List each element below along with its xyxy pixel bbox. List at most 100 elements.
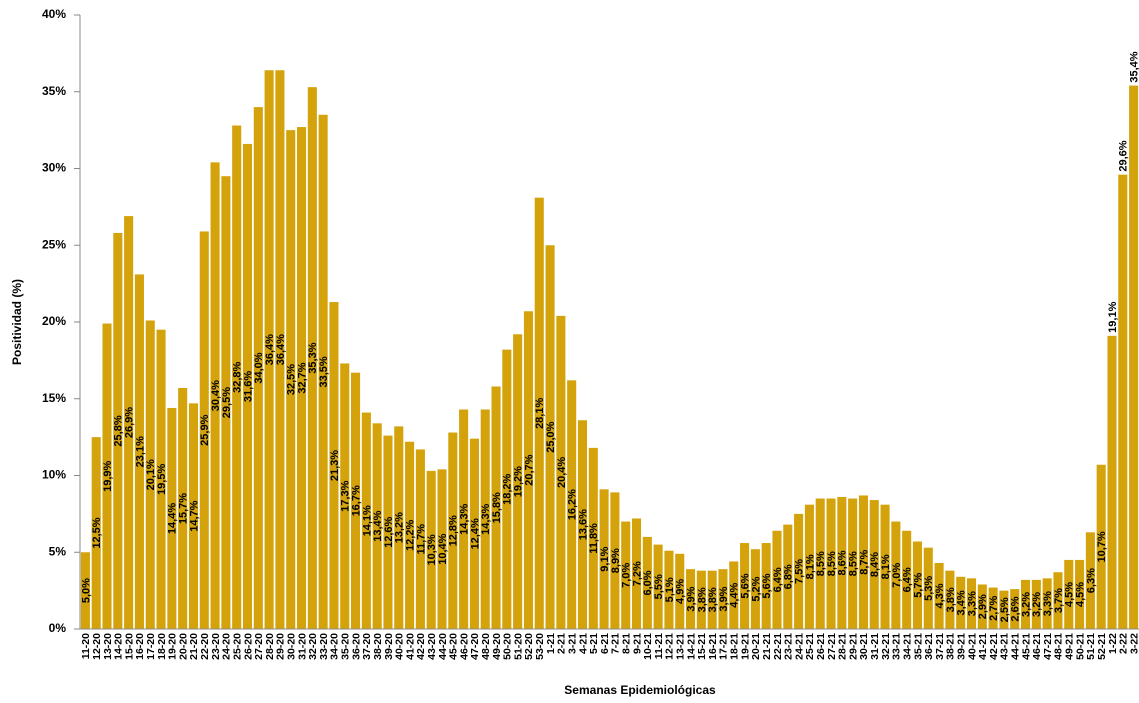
y-tick-label: 15%: [42, 391, 66, 405]
bar: [80, 552, 90, 629]
x-tick-label: 37-20: [361, 633, 373, 660]
value-label: 3,2%: [1020, 592, 1032, 617]
bar: [210, 162, 220, 630]
x-tick-label: 3-22: [1128, 633, 1139, 654]
bar: [415, 449, 425, 629]
value-label: 7,0%: [891, 563, 903, 588]
value-label: 29,6%: [1118, 140, 1130, 171]
x-tick-label: 15-21: [696, 633, 708, 660]
x-tick-label: 48-21: [1053, 633, 1065, 660]
x-tick-label: 14-20: [113, 633, 125, 660]
value-label: 25,9%: [199, 414, 211, 445]
bar: [1064, 559, 1074, 629]
x-tick-label: 48-20: [480, 633, 492, 660]
bar: [426, 470, 436, 629]
bar: [232, 125, 242, 630]
x-tick-label: 24-21: [793, 633, 805, 660]
y-tick-label: 0%: [49, 621, 67, 635]
value-label: 5,5%: [653, 574, 665, 599]
y-tick-label: 35%: [42, 84, 66, 98]
bar: [956, 576, 966, 629]
x-tick-label: 43-20: [426, 633, 438, 660]
x-tick-label: 40-21: [966, 633, 978, 660]
bar: [275, 70, 285, 629]
value-label: 14,1%: [361, 505, 373, 536]
bar: [675, 553, 685, 629]
value-label: 4,5%: [1074, 582, 1086, 607]
x-tick-label: 31-20: [296, 633, 308, 660]
value-label: 8,9%: [610, 548, 622, 573]
x-axis-title: Semanas Epidemiológicas: [564, 683, 716, 697]
value-label: 13,6%: [577, 509, 589, 540]
bar: [394, 426, 404, 629]
bar: [383, 435, 393, 629]
value-label: 3,3%: [966, 591, 978, 616]
value-label: 5,0%: [80, 578, 92, 603]
value-label: 19,9%: [102, 460, 114, 491]
value-label: 11,8%: [588, 523, 600, 554]
bar: [599, 489, 609, 629]
value-label: 33,5%: [318, 356, 330, 387]
value-label: 35,4%: [1129, 51, 1139, 82]
x-tick-label: 49-20: [491, 633, 503, 660]
x-tick-label: 41-21: [977, 633, 989, 660]
value-label: 10,7%: [1096, 531, 1108, 562]
value-label: 19,2%: [513, 466, 525, 497]
x-tick-label: 46-20: [458, 633, 470, 660]
x-tick-label: 2-22: [1118, 633, 1130, 654]
value-label: 20,7%: [523, 454, 535, 485]
bar: [351, 372, 361, 629]
x-tick-label: 32-20: [307, 633, 319, 660]
bar: [1129, 85, 1139, 630]
x-tick-label: 4-21: [577, 633, 589, 654]
value-label: 36,4%: [275, 334, 287, 365]
bar: [124, 216, 134, 629]
value-label: 13,4%: [372, 510, 384, 541]
x-tick-label: 39-21: [955, 633, 967, 660]
value-label: 5,6%: [739, 573, 751, 598]
value-label: 12,4%: [469, 518, 481, 549]
x-tick-label: 49-21: [1064, 633, 1076, 660]
bar: [1085, 532, 1095, 629]
bar: [653, 544, 663, 629]
x-tick-label: 14-21: [685, 633, 697, 660]
value-label: 8,4%: [869, 552, 881, 577]
bar: [253, 107, 263, 630]
bar: [556, 315, 566, 629]
x-tick-label: 22-21: [772, 633, 784, 660]
x-tick-label: 28-21: [837, 633, 849, 660]
x-tick-label: 39-20: [383, 633, 395, 660]
value-label: 18,2%: [502, 474, 514, 505]
bar: [815, 498, 825, 629]
x-tick-label: 10-21: [642, 633, 654, 660]
value-label: 16,7%: [350, 485, 362, 516]
bar: [113, 232, 123, 629]
x-tick-label: 21-20: [188, 633, 200, 660]
value-label: 12,8%: [448, 515, 460, 546]
bar: [696, 570, 706, 629]
x-tick-label: 45-20: [448, 633, 460, 660]
bar: [91, 437, 101, 629]
x-tick-label: 17-20: [145, 633, 157, 660]
value-label: 15,8%: [491, 492, 503, 523]
bar: [891, 521, 901, 629]
bar: [221, 176, 231, 630]
value-label: 7,2%: [631, 561, 643, 586]
value-label: 13,2%: [394, 512, 406, 543]
x-tick-label: 7-21: [610, 633, 622, 654]
bar: [437, 469, 447, 629]
bar: [923, 547, 933, 629]
bar: [340, 363, 350, 629]
x-tick-label: 44-21: [1010, 633, 1022, 660]
value-label: 10,4%: [437, 533, 449, 564]
value-label: 12,5%: [91, 517, 103, 548]
value-label: 5,7%: [912, 573, 924, 598]
bar: [1031, 579, 1041, 629]
value-label: 3,9%: [685, 586, 697, 611]
value-label: 17,3%: [340, 480, 352, 511]
x-tick-label: 50-20: [502, 633, 514, 660]
x-tick-label: 12-20: [91, 633, 103, 660]
bar: [491, 386, 501, 629]
bar: [523, 311, 533, 629]
x-tick-label: 30-21: [858, 633, 870, 660]
